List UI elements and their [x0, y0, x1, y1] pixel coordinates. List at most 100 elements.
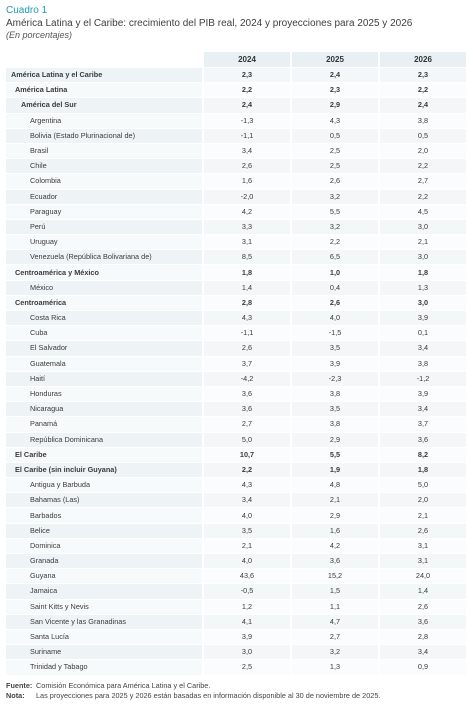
value-cell-2024: 3,6 — [202, 402, 290, 418]
value-cell-2025: 2,9 — [290, 98, 378, 114]
value-cell-2026: 4,5 — [378, 204, 466, 220]
value-cell-2024: 2,2 — [202, 462, 290, 479]
column-header-2024: 2024 — [202, 52, 290, 68]
row-label: Haití — [6, 371, 202, 387]
table-row: Belice 3,5 1,6 2,6 — [6, 523, 466, 539]
value-cell-2026: 3,9 — [378, 311, 466, 327]
table-row: Jamaica -0,5 1,5 1,4 — [6, 584, 466, 600]
value-cell-2024: 1,4 — [202, 280, 290, 296]
table-row: Chile 2,6 2,5 2,2 — [6, 159, 466, 175]
table-footer: Fuente: Comisión Económica para América L… — [6, 681, 466, 701]
table-row: Venezuela (República Bolivariana de) 8,5 6… — [6, 250, 466, 266]
table-row: Centroamérica 2,8 2,6 3,0 — [6, 295, 466, 311]
value-cell-2024: 5,0 — [202, 432, 290, 448]
value-cell-2025: 3,5 — [290, 402, 378, 418]
value-cell-2025: 4,2 — [290, 538, 378, 554]
value-cell-2026: 0,9 — [378, 660, 466, 676]
value-cell-2026: 3,6 — [378, 432, 466, 448]
row-label: Guatemala — [6, 356, 202, 372]
value-cell-2024: 3,5 — [202, 523, 290, 539]
table-row: Haití -4,2 -2,3 -1,2 — [6, 371, 466, 387]
value-cell-2026: 1,8 — [378, 265, 466, 281]
row-label: Guyana — [6, 569, 202, 585]
value-cell-2026: 2,4 — [378, 98, 466, 114]
value-cell-2024: 2,2 — [202, 83, 290, 99]
table-row: Honduras 3,6 3,8 3,9 — [6, 386, 466, 403]
row-label: San Vicente y las Granadinas — [6, 614, 202, 630]
table-row: Antigua y Barbuda 4,3 4,8 5,0 — [6, 478, 466, 494]
table-row: Costa Rica 4,3 4,0 3,9 — [6, 311, 466, 327]
value-cell-2026: 3,8 — [378, 356, 466, 372]
table-subtitle: (En porcentajes) — [6, 30, 73, 40]
column-header-2025: 2025 — [290, 52, 378, 68]
column-header-row: 2024 2025 2026 — [6, 52, 466, 68]
gdp-growth-table: 2024 2025 2026 América Latina y el Carib… — [6, 52, 466, 676]
value-cell-2026: 3,7 — [378, 417, 466, 433]
value-cell-2026: 24,0 — [378, 569, 466, 585]
source-line: Fuente: Comisión Económica para América L… — [6, 681, 466, 691]
row-label: Belice — [6, 523, 202, 539]
row-label: Bolivia (Estado Plurinacional de) — [6, 128, 202, 144]
row-label: El Caribe (sin incluir Guyana) — [6, 462, 202, 479]
value-cell-2024: 2,1 — [202, 538, 290, 554]
value-cell-2024: -1,3 — [202, 113, 290, 129]
row-label: Jamaica — [6, 584, 202, 600]
table-row: Perú 3,3 3,2 3,0 — [6, 219, 466, 236]
value-cell-2026: 8,2 — [378, 447, 466, 463]
value-cell-2024: 2,7 — [202, 417, 290, 433]
value-cell-2026: 2,2 — [378, 83, 466, 99]
row-label: Perú — [6, 219, 202, 236]
row-label: República Dominicana — [6, 432, 202, 448]
table-row: América Latina 2,2 2,3 2,2 — [6, 83, 466, 99]
value-cell-2024: 3,4 — [202, 143, 290, 160]
row-label: Centroamérica y México — [6, 265, 202, 281]
value-cell-2025: 0,5 — [290, 128, 378, 144]
value-cell-2025: 4,7 — [290, 614, 378, 630]
table-row: Cuba -1,1 -1,5 0,1 — [6, 326, 466, 342]
value-cell-2026: 3,0 — [378, 295, 466, 311]
value-cell-2025: 1,3 — [290, 660, 378, 676]
table-row: Bolivia (Estado Plurinacional de) -1,1 0,5… — [6, 128, 466, 144]
value-cell-2025: 2,6 — [290, 295, 378, 311]
table-row: Bahamas (Las) 3,4 2,1 2,0 — [6, 493, 466, 509]
value-cell-2025: 3,5 — [290, 341, 378, 357]
row-label: Venezuela (República Bolivariana de) — [6, 250, 202, 266]
value-cell-2024: 8,5 — [202, 250, 290, 266]
row-label: El Salvador — [6, 341, 202, 357]
value-cell-2025: 3,6 — [290, 554, 378, 570]
table-row: El Caribe (sin incluir Guyana) 2,2 1,9 1,8 — [6, 462, 466, 479]
value-cell-2025: 3,2 — [290, 645, 378, 661]
note-label: Nota: — [6, 691, 25, 700]
value-cell-2024: 4,3 — [202, 478, 290, 494]
value-cell-2024: 2,4 — [202, 98, 290, 114]
source-text: Comisión Económica para América Latina y… — [36, 681, 211, 690]
value-cell-2026: 3,4 — [378, 341, 466, 357]
table-row: Brasil 3,4 2,5 2,0 — [6, 143, 466, 160]
value-cell-2024: 3,4 — [202, 493, 290, 509]
value-cell-2026: 2,3 — [378, 68, 466, 84]
row-label: Dominica — [6, 538, 202, 554]
value-cell-2025: 2,9 — [290, 432, 378, 448]
table-row: Trinidad y Tabago 2,5 1,3 0,9 — [6, 660, 466, 676]
value-cell-2026: 3,9 — [378, 386, 466, 403]
value-cell-2026: 3,1 — [378, 538, 466, 554]
value-cell-2025: 4,3 — [290, 113, 378, 129]
value-cell-2025: 3,2 — [290, 189, 378, 205]
row-label: El Caribe — [6, 447, 202, 463]
value-cell-2024: 3,1 — [202, 235, 290, 251]
note-line: Nota: Las proyecciones para 2025 y 2026 e… — [6, 691, 466, 701]
table-row: Dominica 2,1 4,2 3,1 — [6, 538, 466, 554]
row-label: Costa Rica — [6, 311, 202, 327]
value-cell-2025: 2,2 — [290, 235, 378, 251]
table-body: América Latina y el Caribe 2,3 2,4 2,3 Améri… — [6, 68, 466, 676]
row-label: Cuba — [6, 326, 202, 342]
value-cell-2026: 3,4 — [378, 645, 466, 661]
row-label: Barbados — [6, 508, 202, 524]
value-cell-2024: 2,6 — [202, 341, 290, 357]
row-label: Santa Lucía — [6, 629, 202, 646]
value-cell-2025: 1,9 — [290, 462, 378, 479]
value-cell-2025: 2,6 — [290, 174, 378, 190]
value-cell-2026: 5,0 — [378, 478, 466, 494]
value-cell-2026: 3,0 — [378, 250, 466, 266]
value-cell-2026: 3,1 — [378, 554, 466, 570]
